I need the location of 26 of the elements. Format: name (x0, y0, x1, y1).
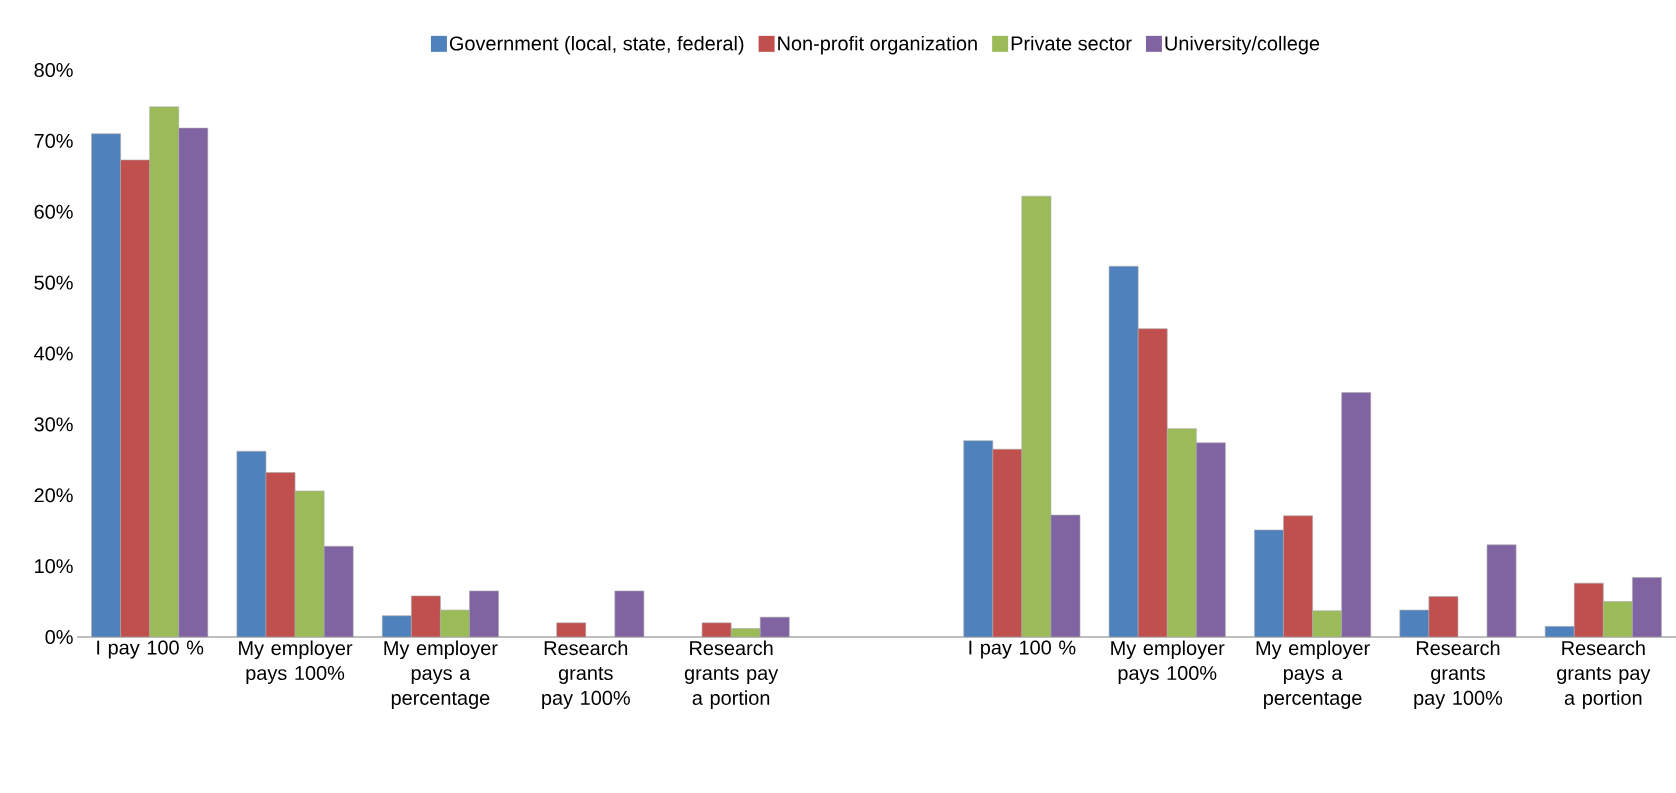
bar (614, 590, 645, 638)
legend-label: Non-profit organization (778, 35, 977, 55)
y-tick-label: 20% (34, 488, 73, 503)
legend-label: University/college (1165, 35, 1320, 55)
x-tick-label: Research grants pay a portion (1557, 640, 1651, 709)
x-tick-label: My employer pays 100% (1111, 640, 1225, 685)
bar (1486, 544, 1517, 638)
x-tick-label: Research grants pay a portion (684, 640, 779, 709)
y-tick-label: 50% (34, 275, 73, 290)
x-tick-label: Research grants pay 100% (542, 640, 630, 709)
y-tick-label: 0% (45, 629, 73, 645)
legend-label: Private sector (1011, 35, 1132, 51)
x-tick-label: I pay 100 % (969, 640, 1076, 659)
y-tick-label: 10% (35, 559, 73, 574)
y-tick-label: 80% (34, 62, 73, 78)
x-tick-label: I pay 100 % (97, 640, 204, 659)
y-tick-label: 70% (34, 133, 73, 148)
x-tick-label: My employer pays a percentage (1256, 640, 1370, 709)
y-tick-label: 40% (34, 346, 73, 361)
bar (556, 622, 587, 638)
x-tick-label: My employer pays 100% (239, 640, 353, 685)
y-tick-label: 30% (34, 417, 73, 432)
x-tick-label: Research grants pay 100% (1414, 640, 1503, 709)
x-tick-label: My employer pays a percentage (384, 640, 498, 709)
y-tick-label: 60% (34, 204, 73, 219)
legend-label: Government (local, state, federal) (449, 35, 744, 55)
